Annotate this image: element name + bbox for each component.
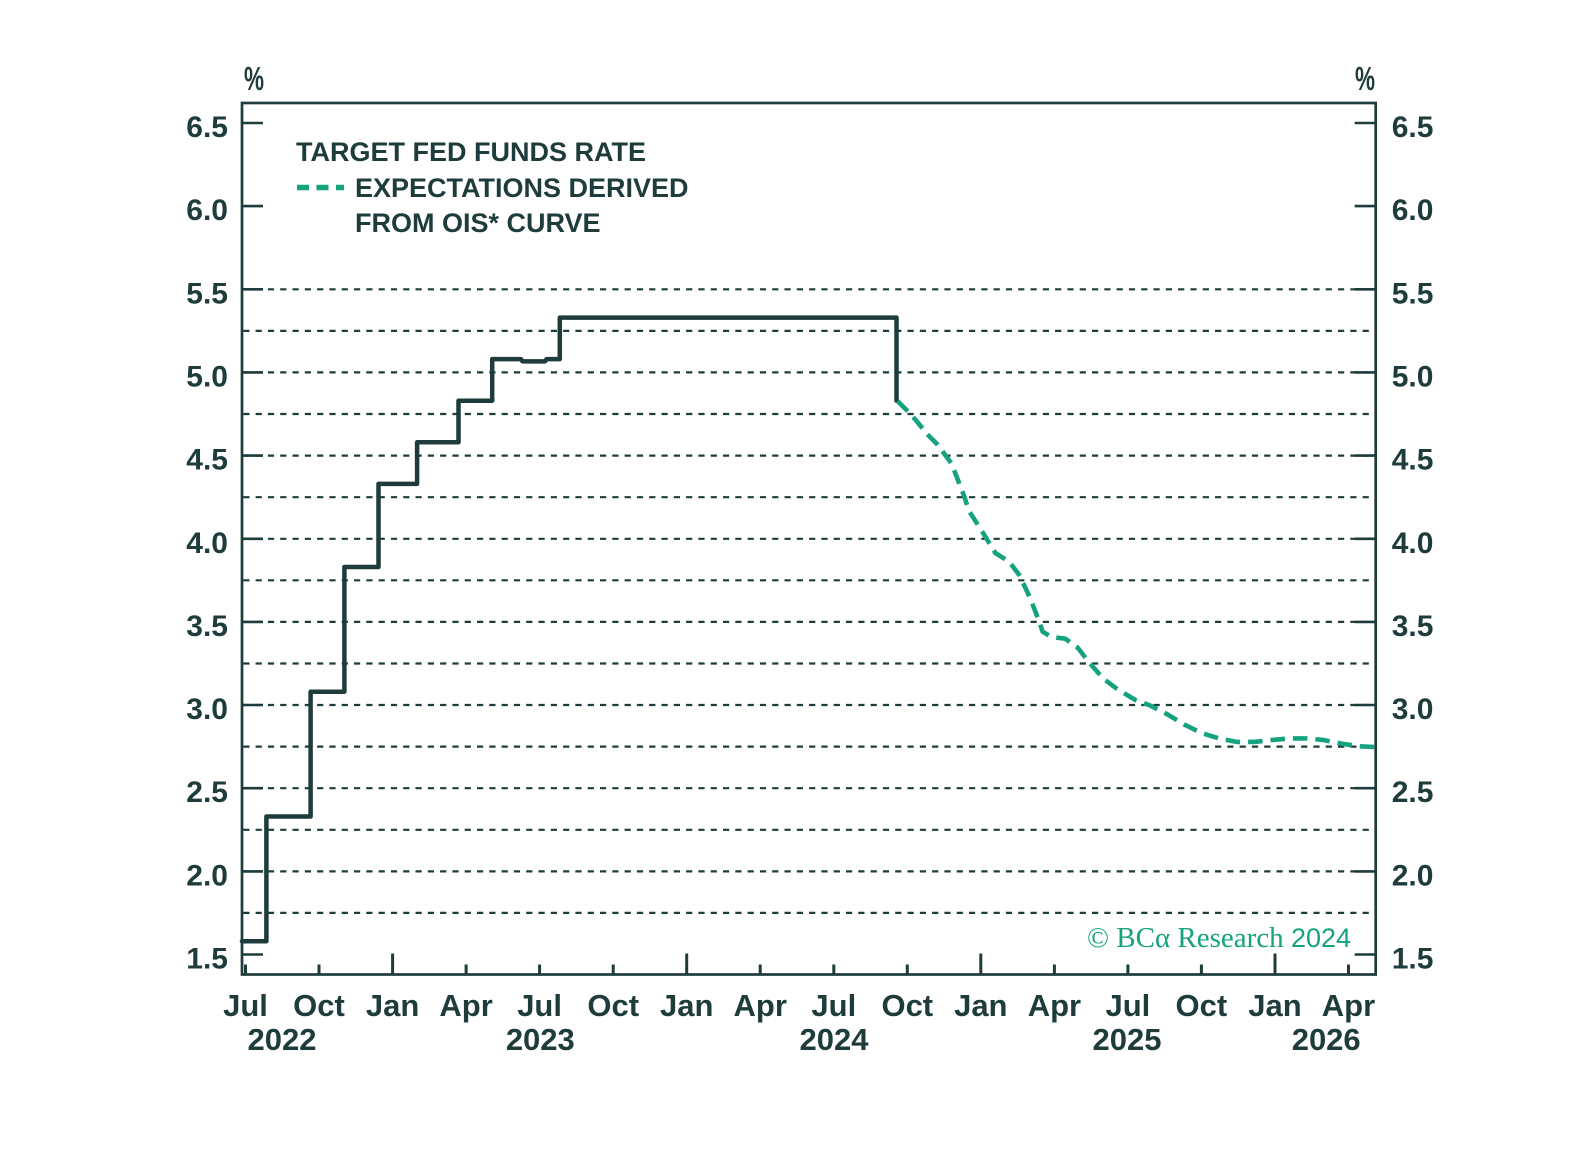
svg-text:Oct: Oct: [293, 988, 345, 1023]
svg-text:Apr: Apr: [439, 988, 492, 1023]
svg-text:TARGET FED FUNDS RATE: TARGET FED FUNDS RATE: [296, 137, 646, 167]
svg-text:2026: 2026: [1292, 1022, 1361, 1057]
svg-text:3.5: 3.5: [1392, 610, 1434, 643]
svg-text:2022: 2022: [248, 1022, 317, 1057]
svg-text:Jul: Jul: [517, 988, 562, 1023]
svg-text:Jul: Jul: [811, 988, 856, 1023]
svg-text:Jan: Jan: [366, 988, 419, 1023]
svg-text:Jan: Jan: [954, 988, 1007, 1023]
svg-text:Jul: Jul: [223, 988, 268, 1023]
svg-text:Oct: Oct: [881, 988, 933, 1023]
svg-text:4.5: 4.5: [186, 444, 228, 477]
svg-text:5.0: 5.0: [186, 360, 228, 393]
svg-text:2.0: 2.0: [186, 859, 228, 892]
svg-text:%: %: [1355, 60, 1375, 97]
svg-text:4.0: 4.0: [186, 527, 228, 560]
svg-text:5.5: 5.5: [186, 277, 228, 310]
svg-text:5.5: 5.5: [1392, 277, 1434, 310]
svg-text:6.5: 6.5: [186, 111, 228, 144]
svg-text:Apr: Apr: [1322, 988, 1375, 1023]
svg-text:6.0: 6.0: [186, 194, 228, 227]
svg-text:Jul: Jul: [1106, 988, 1151, 1023]
svg-text:5.0: 5.0: [1392, 360, 1434, 393]
svg-text:2023: 2023: [506, 1022, 575, 1057]
svg-text:3.0: 3.0: [1392, 693, 1434, 726]
svg-text:Oct: Oct: [1176, 988, 1228, 1023]
svg-text:FROM OIS* CURVE: FROM OIS* CURVE: [355, 208, 601, 238]
svg-text:Jan: Jan: [660, 988, 713, 1023]
svg-text:3.5: 3.5: [186, 610, 228, 643]
svg-text:1.5: 1.5: [186, 943, 228, 976]
svg-text:2025: 2025: [1093, 1022, 1162, 1057]
svg-text:2024: 2024: [800, 1022, 870, 1057]
svg-text:Apr: Apr: [1028, 988, 1081, 1023]
svg-text:6.0: 6.0: [1392, 194, 1434, 227]
svg-text:4.0: 4.0: [1392, 527, 1434, 560]
svg-text:6.5: 6.5: [1392, 111, 1434, 144]
svg-text:3.0: 3.0: [186, 693, 228, 726]
svg-text:2.5: 2.5: [1392, 776, 1434, 809]
svg-text:%: %: [244, 60, 264, 97]
svg-text:4.5: 4.5: [1392, 444, 1434, 477]
svg-text:2.0: 2.0: [1392, 859, 1434, 892]
svg-text:1.5: 1.5: [1392, 943, 1434, 976]
svg-text:EXPECTATIONS DERIVED: EXPECTATIONS DERIVED: [355, 173, 689, 203]
svg-text:Oct: Oct: [587, 988, 639, 1023]
svg-text:Apr: Apr: [734, 988, 787, 1023]
svg-text:© BCα Research 2024: © BCα Research 2024: [1087, 922, 1351, 954]
svg-text:2.5: 2.5: [186, 776, 228, 809]
svg-text:Jan: Jan: [1248, 988, 1301, 1023]
